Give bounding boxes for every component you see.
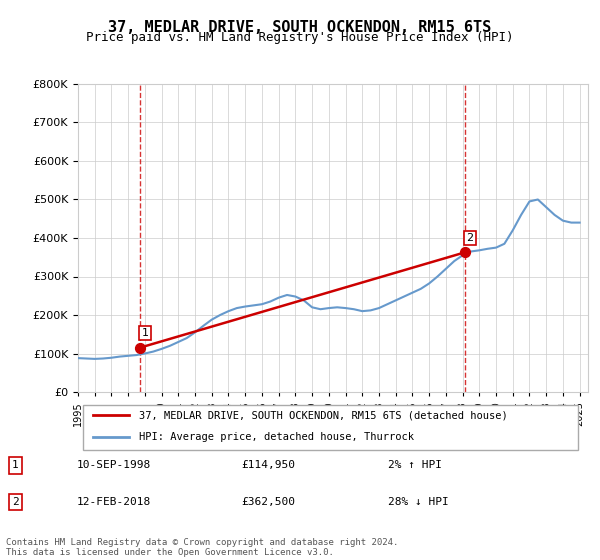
Text: 28% ↓ HPI: 28% ↓ HPI <box>388 497 449 507</box>
Text: £362,500: £362,500 <box>241 497 295 507</box>
Text: £114,950: £114,950 <box>241 460 295 470</box>
Text: 37, MEDLAR DRIVE, SOUTH OCKENDON, RM15 6TS: 37, MEDLAR DRIVE, SOUTH OCKENDON, RM15 6… <box>109 20 491 35</box>
Text: 12-FEB-2018: 12-FEB-2018 <box>77 497 151 507</box>
Text: 2: 2 <box>12 497 19 507</box>
Text: HPI: Average price, detached house, Thurrock: HPI: Average price, detached house, Thur… <box>139 432 414 441</box>
Text: 10-SEP-1998: 10-SEP-1998 <box>77 460 151 470</box>
Text: Contains HM Land Registry data © Crown copyright and database right 2024.
This d: Contains HM Land Registry data © Crown c… <box>6 538 398 557</box>
Text: 1: 1 <box>12 460 19 470</box>
Point <box>460 248 469 257</box>
Text: 2% ↑ HPI: 2% ↑ HPI <box>388 460 442 470</box>
FancyBboxPatch shape <box>83 405 578 450</box>
Text: 1: 1 <box>142 328 148 338</box>
Text: Price paid vs. HM Land Registry's House Price Index (HPI): Price paid vs. HM Land Registry's House … <box>86 31 514 44</box>
Text: 37, MEDLAR DRIVE, SOUTH OCKENDON, RM15 6TS (detached house): 37, MEDLAR DRIVE, SOUTH OCKENDON, RM15 6… <box>139 410 508 420</box>
Point <box>135 343 145 352</box>
Text: 2: 2 <box>466 233 473 243</box>
